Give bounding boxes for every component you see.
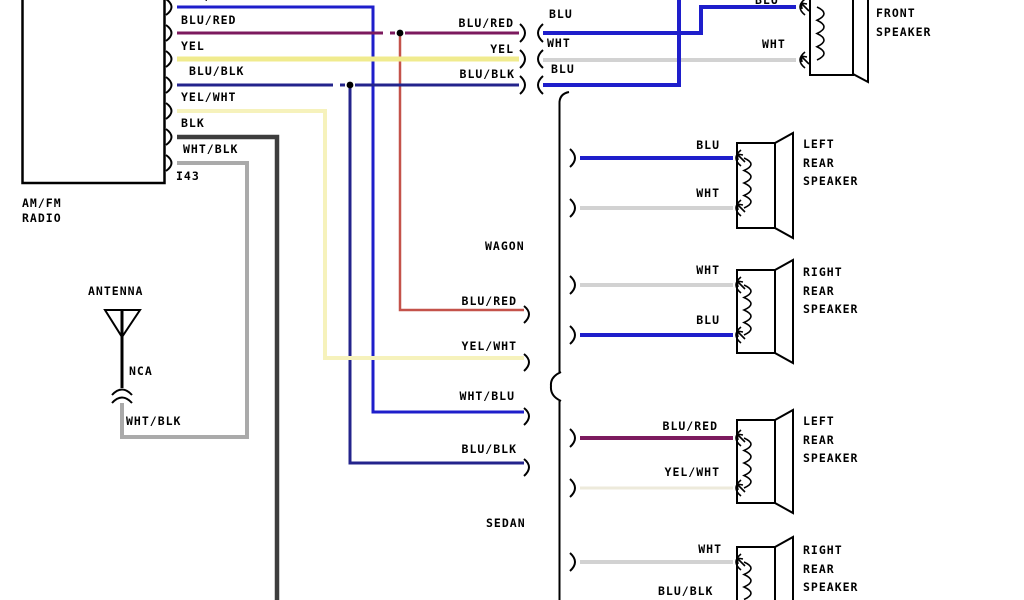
wagon-rr-wire-label-blu: BLU: [696, 313, 720, 327]
inline-connector: [519, 23, 544, 95]
sedan-lr-wire-label-yel-wht: YEL/WHT: [664, 465, 720, 479]
branch-label-blu-red: BLU/RED: [461, 294, 517, 308]
branch-label-blu-blk: BLU/BLK: [461, 442, 517, 456]
sedan-rr-wire-label-wht: WHT: [698, 542, 722, 556]
front-wire-label-wht: WHT: [762, 37, 786, 51]
radio-box: [21, 0, 166, 185]
branch-label-yel-wht: YEL/WHT: [461, 339, 517, 353]
section-label-sedan: SEDAN: [486, 516, 526, 530]
front-wire-label-blu: BLU: [755, 0, 779, 7]
harness-connectors: [569, 148, 576, 572]
sedan-right-rear-speaker-name: RIGHT REAR SPEAKER: [803, 543, 859, 594]
wagon-lr-wire-label-blu: BLU: [696, 138, 720, 152]
sedan-left-rear-speaker-name: LEFT REAR SPEAKER: [803, 414, 859, 465]
inline-left-label-blu-blk: BLU/BLK: [459, 67, 515, 81]
radio-pin-label-wht-blk: WHT/BLK: [183, 142, 239, 156]
antenna-label: ANTENNA: [88, 284, 144, 298]
inline-left-label-yel: YEL: [490, 42, 514, 56]
antenna-wire-label: WHT/BLK: [126, 414, 182, 428]
harness-line: [549, 91, 570, 600]
wire-blu-red-branch: [398, 35, 524, 312]
radio-pin-label-blu-blk: BLU/BLK: [189, 64, 245, 78]
front-speaker-symbol: [799, 0, 869, 84]
wire-yel-wht: [177, 109, 524, 360]
radio-connector-id: I43: [176, 169, 200, 183]
wire-wht-blu: [177, 5, 524, 414]
wagon-left-rear-speaker-name: LEFT REAR SPEAKER: [803, 137, 859, 188]
antenna-lead-label: NCA: [129, 364, 153, 378]
junction-dot: [346, 81, 354, 89]
radio-title-line1: AM/FM: [22, 196, 62, 210]
branch-label-wht-blu: WHT/BLU: [459, 389, 515, 403]
radio-title-line2: RADIO: [22, 211, 62, 225]
wire-blk: [177, 134, 280, 600]
wagon-lr-wire-label-wht: WHT: [696, 186, 720, 200]
sedan-lr-wire-label-blu-red: BLU/RED: [662, 419, 718, 433]
wire-blu-up: [543, 0, 681, 87]
junction-dot: [396, 29, 404, 37]
sedan-rr-wire-label-blu-blk: BLU/BLK: [658, 584, 714, 598]
radio-pin-label-yel: YEL: [181, 39, 205, 53]
radio-pin-brackets: [165, 0, 173, 172]
inline-right-label-wht: WHT: [547, 36, 571, 50]
radio-pin-label-wht-blu: WHT/BLU: [181, 0, 236, 3]
inline-right-label-blu: BLU: [549, 7, 573, 21]
section-label-wagon: WAGON: [485, 239, 525, 253]
inline-right-label-blu2: BLU: [551, 62, 575, 76]
wire-blu-blk-branch: [348, 87, 524, 465]
radio-pin-label-blk: BLK: [181, 116, 205, 130]
inline-left-label-blu-red: BLU/RED: [458, 16, 514, 30]
radio-pin-label-blu-red: BLU/RED: [181, 13, 237, 27]
radio-pin-label-yel-wht: YEL/WHT: [181, 90, 237, 104]
wire-front-blu: [543, 5, 796, 35]
wagon-left-rear-speaker-symbol: [735, 131, 794, 240]
wagon-right-rear-speaker-symbol: [735, 258, 794, 365]
sedan-left-rear-speaker-symbol: [735, 408, 794, 515]
wire-wht-blk: [120, 161, 249, 439]
wagon-right-rear-speaker-name: RIGHT REAR SPEAKER: [803, 265, 859, 316]
sedan-right-rear-speaker-symbol: [735, 535, 794, 600]
antenna-symbol: [103, 309, 142, 404]
wagon-rr-wire-label-wht: WHT: [696, 263, 720, 277]
branch-hooks: [523, 305, 530, 477]
front-speaker-name: FRONT SPEAKER: [876, 6, 932, 39]
